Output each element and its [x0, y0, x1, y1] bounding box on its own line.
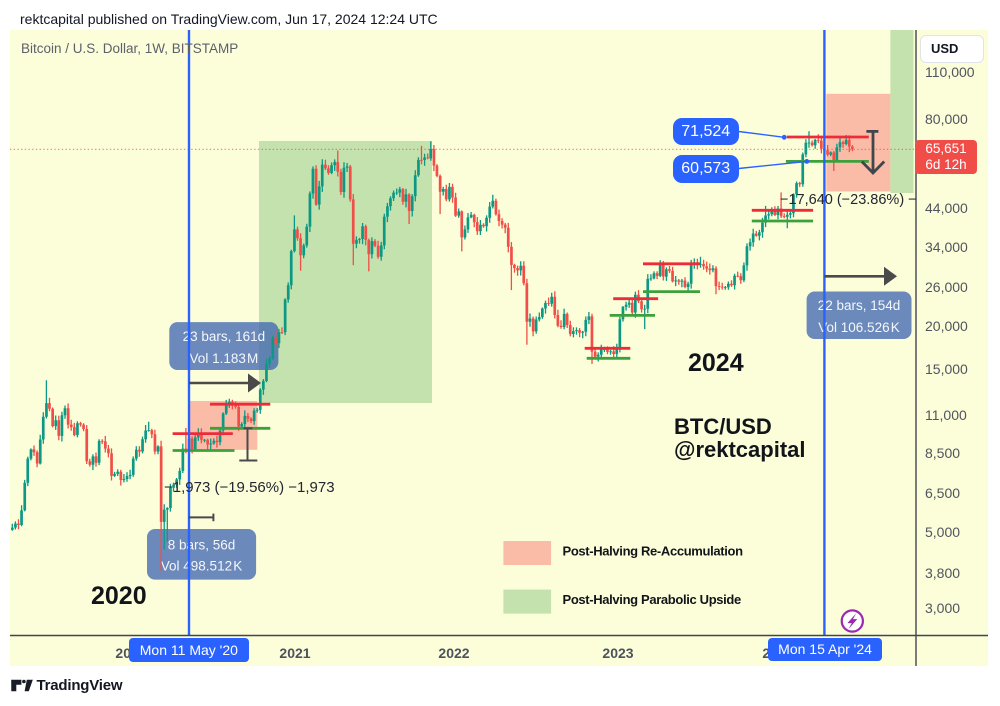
svg-text:8 bars, 56d: 8 bars, 56d	[168, 538, 236, 553]
svg-text:3,800: 3,800	[925, 565, 960, 581]
svg-text:Vol 498.512 K: Vol 498.512 K	[161, 559, 242, 574]
svg-text:Post-Halving Parabolic Upside: Post-Halving Parabolic Upside	[563, 592, 742, 607]
svg-text:11,000: 11,000	[925, 407, 967, 423]
svg-text:−1,973 (−19.56%) −1,973: −1,973 (−19.56%) −1,973	[164, 479, 335, 496]
svg-text:5,000: 5,000	[925, 524, 960, 540]
svg-text:2022: 2022	[438, 645, 469, 661]
svg-text:Post-Halving Re-Accumulation: Post-Halving Re-Accumulation	[563, 544, 744, 559]
svg-text:23 bars, 161d: 23 bars, 161d	[183, 329, 266, 344]
svg-text:−17,640 (−23.86%) −: −17,640 (−23.86%) −	[780, 192, 917, 208]
svg-text:80,000: 80,000	[925, 111, 968, 127]
svg-text:3,000: 3,000	[925, 600, 960, 616]
svg-text:2021: 2021	[279, 645, 310, 661]
svg-text:20,000: 20,000	[925, 318, 968, 334]
svg-text:8,500: 8,500	[925, 445, 960, 461]
svg-text:44,000: 44,000	[925, 200, 968, 216]
svg-text:110,000: 110,000	[925, 64, 975, 80]
svg-text:15,000: 15,000	[925, 361, 968, 377]
svg-text:6,500: 6,500	[925, 485, 960, 501]
svg-text:26,000: 26,000	[925, 279, 968, 295]
svg-text:Vol 106.526 K: Vol 106.526 K	[818, 320, 899, 335]
svg-text:Vol 1.183 M: Vol 1.183 M	[190, 351, 259, 366]
svg-text:2023: 2023	[602, 645, 633, 661]
svg-text:34,000: 34,000	[925, 239, 968, 255]
svg-text:22 bars, 154d: 22 bars, 154d	[818, 298, 901, 313]
